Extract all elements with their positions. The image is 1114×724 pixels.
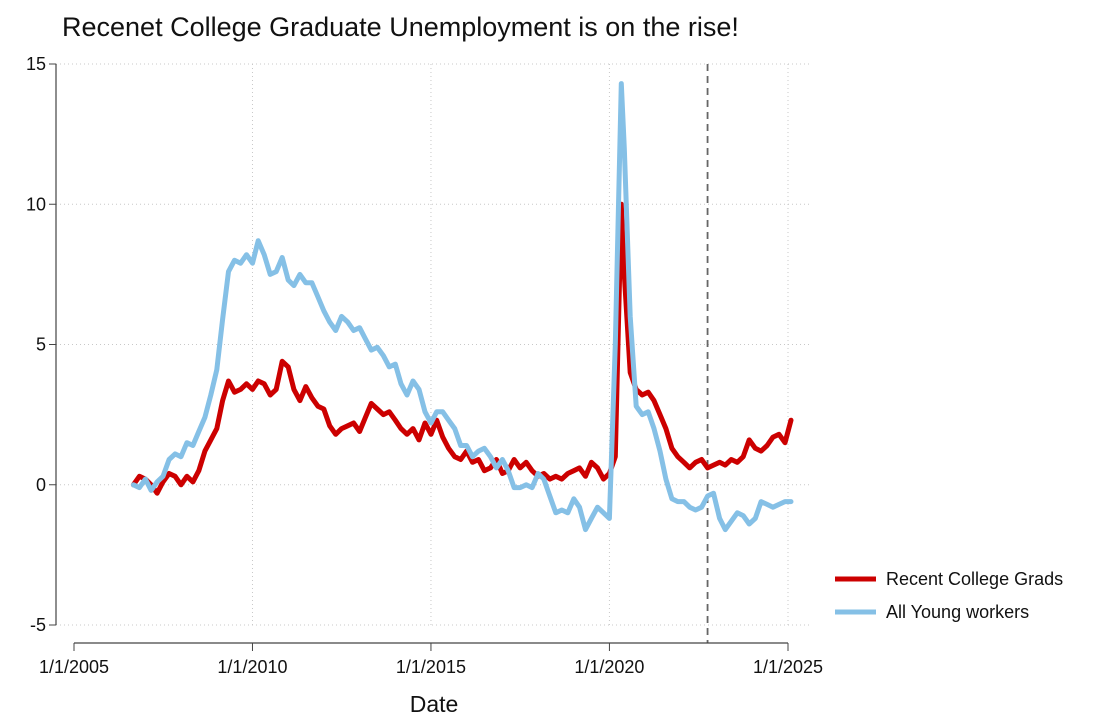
series-line-young-workers [130,81,794,533]
y-tick-label: 0 [36,475,46,495]
legend: Recent College Grads All Young workers [835,569,1063,622]
axes-layer: -5 0 5 10 15 1/1/2005 1/1/2010 1/1/2015 1/1/2020… [26,54,823,677]
x-tick-label: 1/1/2020 [574,657,644,677]
y-tick-label: -5 [30,615,46,635]
y-tick-label: 15 [26,54,46,74]
x-tick-label: 1/1/2010 [217,657,287,677]
chart-title: Recenet College Graduate Unemployment is… [62,12,739,42]
y-tick-label: 5 [36,335,46,355]
legend-label: All Young workers [886,602,1029,622]
x-tick-label: 1/1/2025 [753,657,823,677]
y-tick-label: 10 [26,194,46,214]
x-tick-label: 1/1/2005 [39,657,109,677]
x-tick-label: 1/1/2015 [396,657,466,677]
grid-layer [56,63,812,643]
x-axis-title: Date [410,691,459,717]
series-layer [130,81,794,533]
series-line-recent-grads [130,201,794,496]
legend-label: Recent College Grads [886,569,1063,589]
